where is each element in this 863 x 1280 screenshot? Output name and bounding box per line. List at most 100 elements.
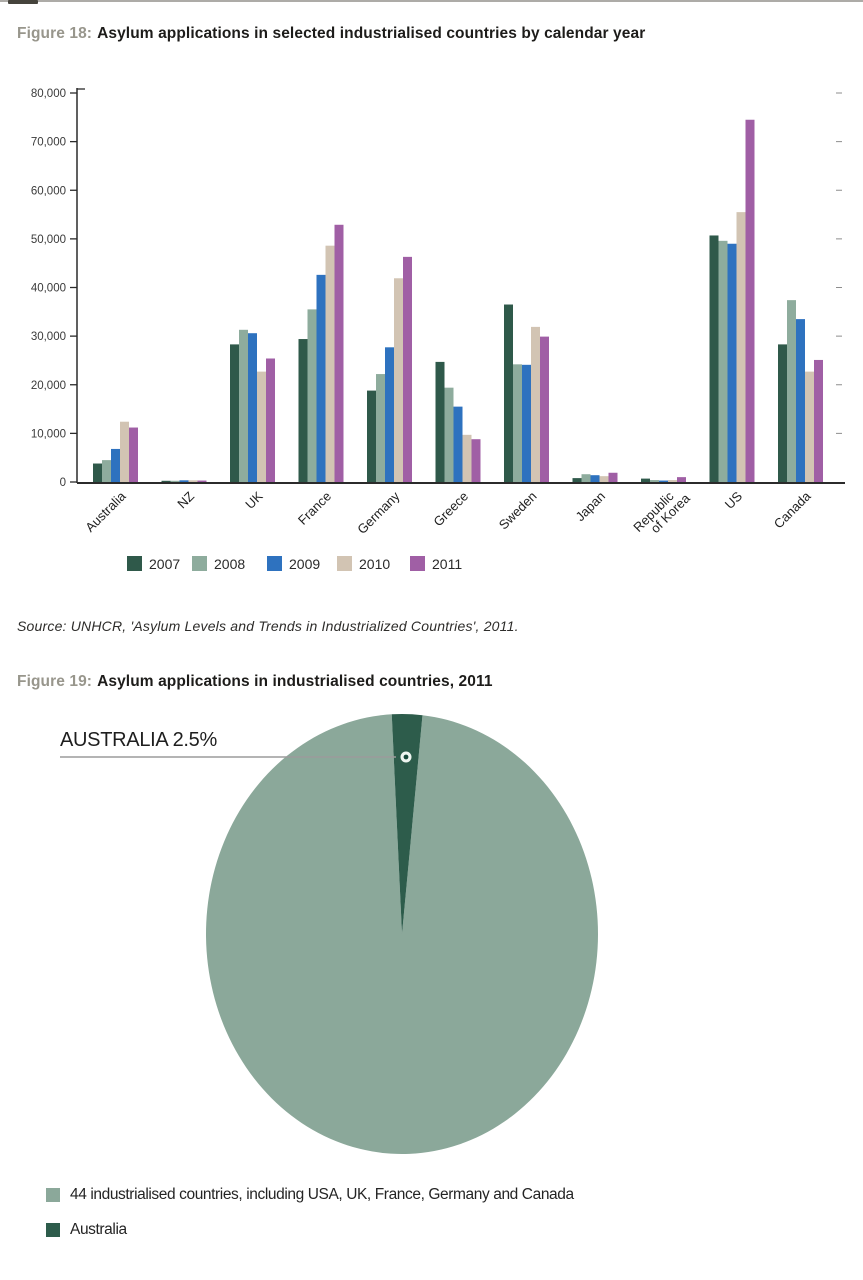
bar-japan-2011 (608, 472, 618, 482)
bar-japan-2007 (572, 478, 582, 482)
bar-france-2007 (298, 339, 308, 482)
y-tick-label: 70,000 (31, 137, 66, 149)
bar-france-2009 (316, 274, 326, 482)
pie-slice-industrialised (205, 714, 598, 1155)
legend-label-2011: 2011 (432, 556, 462, 572)
figure19-label: Figure 19: (17, 673, 93, 690)
legend-swatch-2009 (267, 556, 282, 571)
bar-uk-2011 (266, 358, 275, 482)
bar-us-2008 (718, 240, 728, 482)
bar-germany-2007 (367, 390, 376, 482)
bar-uk-2009 (248, 333, 257, 482)
legend-swatch-2010 (337, 556, 352, 571)
x-label-republic-of-korea: Republicof Korea (630, 488, 693, 536)
x-label-greece: Greece (430, 489, 471, 530)
y-tick-label: 10,000 (31, 428, 66, 440)
x-label-australia: Australia (82, 488, 129, 535)
y-tick-label: 0 (60, 477, 66, 489)
bar-chart-svg: 0 10,000 20,000 30,000 40,000 50,000 60,000 70,… (31, 88, 845, 572)
bar-greece-2011 (471, 439, 481, 482)
bar-france-2008 (307, 309, 317, 482)
bar-greece-2007 (435, 361, 445, 482)
y-tick-label: 30,000 (31, 331, 66, 343)
svg-text:US: US (722, 488, 746, 512)
bar-sweden-2011 (540, 336, 549, 482)
pie-legend-label-industrialised: 44 industrialised countries, including U… (70, 1186, 574, 1203)
bar-sweden-2010 (531, 326, 540, 482)
bar-greece-2009 (453, 406, 463, 482)
source-note: Source: UNHCR, 'Asylum Levels and Trends… (17, 618, 519, 634)
x-label-sweden: Sweden (496, 489, 540, 533)
bar-us-2009 (727, 243, 737, 482)
x-label-uk: UK (242, 488, 266, 512)
figure19-heading: Figure 19: Asylum applications in industr… (17, 673, 493, 691)
x-label-germany: Germany (354, 488, 403, 537)
x-label-japan: Japan (572, 489, 608, 525)
bar-nz-2007 (161, 480, 171, 482)
bar-republic-of-korea-2008 (650, 480, 659, 482)
bar-australia-2008 (102, 460, 111, 482)
bar-japan-2010 (599, 476, 609, 482)
svg-text:Australia: Australia (82, 488, 129, 535)
y-tick-label: 60,000 (31, 185, 66, 197)
y-tick-label: 40,000 (31, 283, 66, 295)
bar-japan-2009 (590, 475, 600, 482)
bar-france-2010 (325, 245, 335, 482)
bar-nz-2011 (197, 480, 207, 482)
svg-text:NZ: NZ (174, 488, 197, 511)
bar-us-2010 (736, 212, 746, 482)
bar-australia-2011 (129, 427, 138, 482)
pie-slice-australia (391, 714, 423, 934)
legend-swatch-2007 (127, 556, 142, 571)
x-label-nz: NZ (174, 488, 197, 511)
x-label-france: France (295, 489, 334, 528)
bar-republic-of-korea-2011 (677, 477, 686, 482)
svg-text:Sweden: Sweden (496, 489, 540, 533)
svg-text:Japan: Japan (572, 489, 608, 525)
bar-greece-2010 (462, 434, 472, 482)
legend-swatch-2011 (410, 556, 425, 571)
x-label-us: US (722, 488, 746, 512)
pie-legend-swatch-industrialised (46, 1188, 60, 1202)
figure18-heading: Figure 18: Asylum applications in selecte… (17, 25, 645, 43)
bar-uk-2008 (239, 329, 248, 482)
bar-sweden-2009 (522, 364, 531, 482)
bar-canada-2010 (805, 371, 814, 482)
bar-uk-2010 (257, 371, 266, 482)
bar-uk-2007 (230, 344, 239, 482)
svg-text:Greece: Greece (430, 489, 471, 530)
bar-germany-2011 (403, 256, 412, 482)
x-label-canada: Canada (771, 488, 814, 531)
pie-chart: AUSTRALIA 2.5% (0, 700, 863, 1180)
bar-germany-2009 (385, 347, 394, 482)
bar-australia-2009 (111, 448, 120, 482)
legend-label-2008: 2008 (214, 556, 245, 572)
scan-edge-strip (0, 0, 863, 2)
legend-label-2007: 2007 (149, 556, 180, 572)
svg-text:UK: UK (242, 488, 266, 512)
bar-germany-2010 (394, 278, 403, 482)
svg-text:Germany: Germany (354, 488, 403, 537)
pie-legend-label-australia: Australia (70, 1221, 127, 1238)
bar-republic-of-korea-2009 (659, 480, 668, 482)
pie-legend-item-industrialised: 44 industrialised countries, including U… (46, 1186, 574, 1204)
bar-france-2011 (334, 224, 344, 482)
bar-us-2011 (745, 119, 755, 483)
bar-nz-2009 (179, 480, 189, 482)
pie-legend: 44 industrialised countries, including U… (46, 1186, 574, 1239)
svg-text:Canada: Canada (771, 488, 814, 531)
bar-republic-of-korea-2010 (668, 480, 677, 482)
bar-germany-2008 (376, 374, 385, 482)
bar-us-2007 (709, 235, 719, 482)
figure18-title: Asylum applications in selected industri… (97, 25, 646, 42)
bar-greece-2008 (444, 387, 454, 482)
bar-canada-2011 (814, 359, 823, 482)
callout-marker-dot-icon (403, 754, 409, 760)
bar-republic-of-korea-2007 (641, 478, 650, 482)
bar-canada-2008 (787, 300, 796, 482)
bar-australia-2010 (120, 421, 129, 482)
bar-sweden-2007 (504, 304, 513, 482)
legend-label-2009: 2009 (289, 556, 320, 572)
bar-chart: 0 10,000 20,000 30,000 40,000 50,000 60,000 70,… (0, 0, 863, 600)
